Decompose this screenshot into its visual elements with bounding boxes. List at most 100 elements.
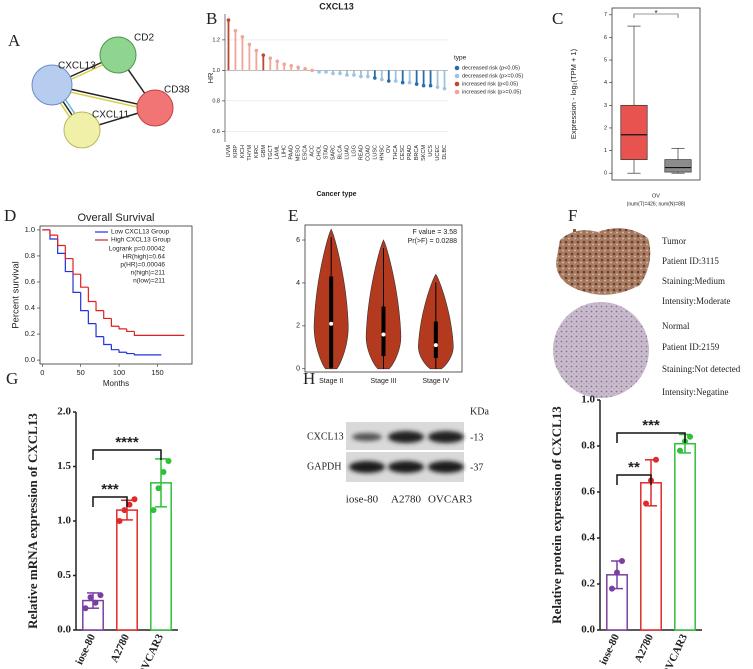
survival-step xyxy=(57,239,66,254)
box xyxy=(664,159,692,173)
x-tick-label: OV xyxy=(386,145,392,153)
panel-label: D xyxy=(4,206,16,225)
annotation: p(HR)=0.00046 xyxy=(120,262,165,269)
ihc: Tumor Patient ID:3115 Staining:Medium In… xyxy=(553,228,741,398)
ihc-title: Tumor xyxy=(662,236,686,246)
data-point xyxy=(643,500,649,507)
band xyxy=(388,461,424,473)
significance-label: **** xyxy=(115,434,139,451)
y-tick-label: 0 xyxy=(296,366,300,373)
x-tick-label: iose-80 xyxy=(597,632,622,667)
x-tick-label: OVCAR3 xyxy=(660,632,690,669)
panel-label: B xyxy=(206,9,217,28)
y-tick-label: 1.0 xyxy=(25,225,35,234)
x-tick-label: 150 xyxy=(151,368,164,377)
violin-median xyxy=(381,332,386,337)
survival-step xyxy=(80,292,89,312)
annotation: n(high)=211 xyxy=(131,270,166,277)
lane-label: iose-80 xyxy=(346,494,379,506)
survival-step xyxy=(133,331,158,336)
x-tick-label: BLCA xyxy=(337,145,343,160)
legend-swatch xyxy=(454,65,460,71)
x-tick-label: STAD xyxy=(324,145,330,159)
panel-label: H xyxy=(303,369,315,388)
survival-step xyxy=(103,336,112,346)
y-tick-label: 2 xyxy=(296,323,300,330)
y-tick-label: 0.4 xyxy=(25,303,35,312)
data-point xyxy=(165,458,172,465)
x-tick-label: UCS xyxy=(428,145,434,157)
data-point xyxy=(121,507,128,514)
lollipop-head xyxy=(393,79,398,83)
ihc-line: Staining:Medium xyxy=(662,276,725,286)
data-point xyxy=(614,569,620,576)
lollipop-head xyxy=(400,80,405,85)
significance-label: *** xyxy=(101,481,119,498)
lollipop-head xyxy=(421,83,426,88)
x-tick-label: LUAD xyxy=(344,145,350,160)
lollipop-head xyxy=(414,82,419,86)
y-tick-label: 0.4 xyxy=(581,532,595,544)
band xyxy=(349,461,385,473)
legend-label: decreased risk (p<0.05) xyxy=(462,65,520,71)
x-tick-label: OVCAR3 xyxy=(136,632,166,669)
x-tick-label: SARC xyxy=(330,145,336,160)
x-tick-label: LUSC xyxy=(372,145,378,160)
x-tick-label: PAAD xyxy=(289,145,295,160)
lollipop-head xyxy=(428,83,433,88)
legend-label: High CXCL13 Group xyxy=(111,237,171,244)
survival-step xyxy=(64,253,74,273)
panel-label: E xyxy=(288,206,298,225)
y-tick-label: 1 xyxy=(604,148,607,154)
lollipop-head xyxy=(247,42,252,47)
legend-label: decreased risk (p>=0.05) xyxy=(462,73,523,79)
ihc-line: Patient ID:3115 xyxy=(662,256,719,266)
annotation: Pr(>F) = 0.0288 xyxy=(408,238,458,245)
network: CXCL13 CD2 CD38 CXCL11 xyxy=(31,33,190,149)
y-tick-label: 0.8 xyxy=(581,440,595,452)
lollipop-head xyxy=(289,64,294,68)
x-tick-label: Stage III xyxy=(370,378,396,385)
data-point xyxy=(126,501,133,508)
lollipop-head xyxy=(338,71,342,76)
lollipop-head xyxy=(386,79,391,83)
lollipop-head xyxy=(359,74,363,79)
lollipop-head xyxy=(261,53,266,57)
x-tick-label: UCEC xyxy=(435,145,441,161)
legend-label: increased risk (p<0.05) xyxy=(462,81,518,87)
lollipop-head xyxy=(373,76,377,80)
y-axis-label: Relative mRNA expression of CXCL13 xyxy=(25,413,40,629)
data-point xyxy=(619,558,625,564)
y-tick-label: 2 xyxy=(604,125,607,131)
legend-label: Low CXCL13 Group xyxy=(111,229,170,236)
x-axis-subtitle: (num(T)=426; num(N)=88) xyxy=(627,201,686,207)
size-label: -13 xyxy=(470,432,483,443)
y-tick-label: 1.0 xyxy=(581,394,595,406)
data-point xyxy=(653,456,659,463)
lollipop-head xyxy=(345,73,349,77)
data-point xyxy=(97,592,104,599)
y-tick-label: 3 xyxy=(604,103,607,109)
survival-step xyxy=(49,229,58,240)
lollipop-head xyxy=(268,56,273,60)
box xyxy=(620,104,648,160)
y-axis-label: Percent survival xyxy=(11,261,22,329)
tissue-fragment xyxy=(573,229,576,232)
y-tick-label: 6 xyxy=(604,35,607,41)
legend-swatch xyxy=(454,81,460,87)
x-axis-label: Cancer type xyxy=(316,191,356,198)
legend-swatch xyxy=(454,73,460,79)
protein-label: GAPDH xyxy=(307,461,341,472)
survival-step xyxy=(133,353,162,356)
x-tick-label: LGG xyxy=(351,145,357,157)
y-tick-label: 4 xyxy=(296,280,300,287)
ihc-line: Intensity:Moderate xyxy=(662,296,730,306)
survival-step xyxy=(87,287,97,303)
survival-step xyxy=(118,326,127,330)
band xyxy=(352,433,382,441)
chart-title: Overall Survival xyxy=(77,212,154,224)
panel-label: A xyxy=(8,31,21,50)
x-tick-label: 50 xyxy=(77,368,85,377)
normal-image xyxy=(553,302,649,398)
node xyxy=(99,36,137,74)
